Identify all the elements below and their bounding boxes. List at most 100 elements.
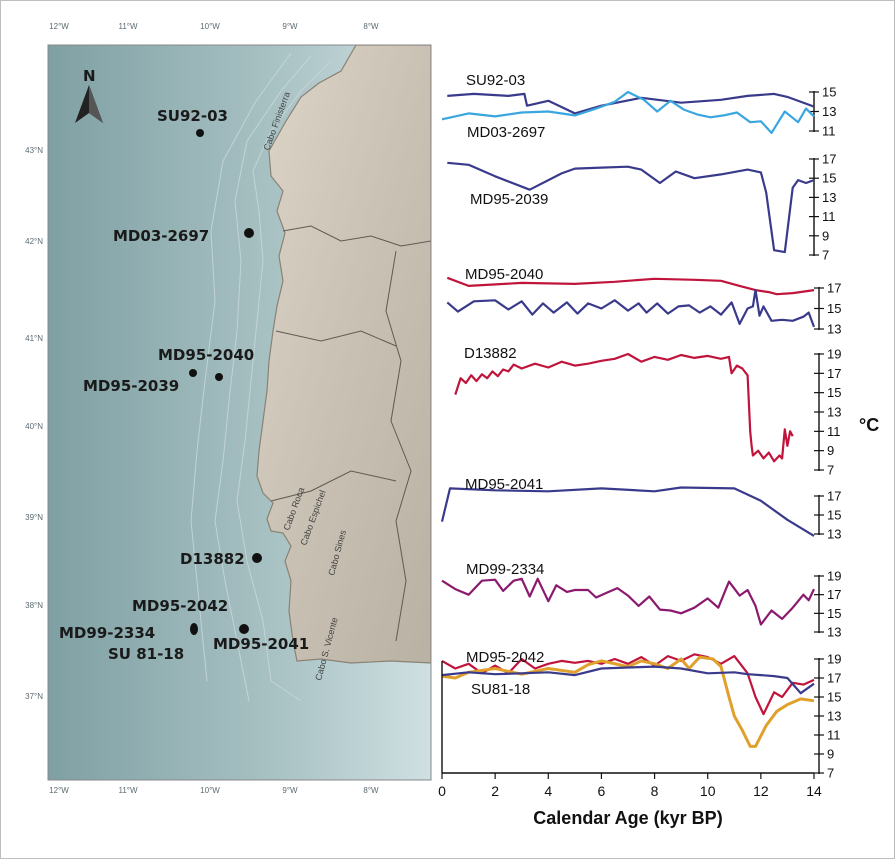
panel-md95-2040: 13 15 17 MD95-2040 xyxy=(446,266,841,337)
series-line xyxy=(454,352,794,463)
core-label: MD95-2039 xyxy=(470,191,548,208)
panel-md99-2334: 13 15 17 19 MD99-2334 xyxy=(441,561,841,640)
lon-label-top: 8°W xyxy=(363,22,379,31)
longitude-labels-top: 12°W 11°W 10°W 9°W 8°W xyxy=(49,22,379,31)
lon-label-top: 9°W xyxy=(282,22,298,31)
core-label: SU81-18 xyxy=(471,681,530,698)
site-label-d13882: D13882 xyxy=(180,550,245,568)
core-label: SU92-03 xyxy=(466,72,525,89)
site-marker xyxy=(252,553,262,563)
y-tick-label: 15 xyxy=(827,385,841,400)
y-tick-label: 17 xyxy=(822,152,836,167)
y-tick-label: 11 xyxy=(827,424,841,439)
y-tick-label: 15 xyxy=(827,690,841,705)
lat-label: 39°N xyxy=(25,513,43,522)
site-label-md95-2041: MD95-2041 xyxy=(213,635,309,653)
lon-label-bottom: 10°W xyxy=(200,786,220,795)
x-tick-label: 0 xyxy=(438,783,446,799)
y-tick-label: 15 xyxy=(827,508,841,523)
x-tick-label: 10 xyxy=(700,783,716,799)
x-tick-label: 14 xyxy=(806,783,822,799)
series-line xyxy=(447,161,815,254)
y-tick-label: 19 xyxy=(827,569,841,584)
x-tick-label: 6 xyxy=(598,783,606,799)
y-tick-label: 17 xyxy=(827,489,841,504)
y-tick-label: 11 xyxy=(822,124,836,139)
y-tick-label: 13 xyxy=(827,405,841,420)
site-label-su92-03: SU92-03 xyxy=(157,107,228,125)
y-tick-label: 9 xyxy=(827,747,834,762)
lat-label: 40°N xyxy=(25,422,43,431)
site-label-md95-2042: MD95-2042 xyxy=(132,597,228,615)
lon-label-bottom: 8°W xyxy=(363,786,379,795)
panel-md95-2042: 7 9 11 13 15 17 19 MD95-2042 SU81-18 xyxy=(441,649,841,781)
site-marker xyxy=(196,129,204,137)
site-label-su81-18: SU 81-18 xyxy=(108,645,184,663)
core-label: MD03-2697 xyxy=(467,124,545,141)
y-tick-label: 11 xyxy=(822,209,836,224)
lon-label-bottom: 11°W xyxy=(118,786,138,795)
y-tick-label: 9 xyxy=(827,443,834,458)
x-tick-label: 2 xyxy=(491,783,499,799)
lon-label-top: 11°W xyxy=(118,22,138,31)
y-tick-label: 15 xyxy=(822,85,836,100)
x-tick-label: 8 xyxy=(651,783,659,799)
lon-label-bottom: 9°W xyxy=(282,786,298,795)
y-tick-label: 17 xyxy=(827,281,841,296)
site-label-md03-2697: MD03-2697 xyxy=(113,227,209,245)
y-tick-label: 15 xyxy=(827,301,841,316)
lon-label-top: 10°W xyxy=(200,22,220,31)
y-tick-label: 19 xyxy=(827,347,841,362)
site-marker xyxy=(190,623,198,635)
panel-md95-2039: 7 9 11 13 15 17 MD95-2039 xyxy=(447,152,836,263)
y-tick-label: 7 xyxy=(827,463,834,478)
site-label-md95-2040: MD95-2040 xyxy=(158,346,254,364)
core-label: MD95-2040 xyxy=(465,266,543,283)
latitude-labels: 43°N 42°N 41°N 40°N 39°N 38°N 37°N xyxy=(25,146,43,701)
series-line xyxy=(441,655,815,748)
north-arrow-icon: N xyxy=(75,67,103,123)
bathymetry-contours xyxy=(190,52,332,702)
lat-label: 38°N xyxy=(25,601,43,610)
series-line xyxy=(441,577,815,626)
north-label: N xyxy=(83,67,96,85)
location-map: 12°W 11°W 10°W 9°W 8°W 12°W 11°W 10°W 9°W 8°W 43… xyxy=(25,22,432,795)
panel-d13882: 7 9 11 13 15 17 19 D13882 xyxy=(454,345,841,478)
temperature-chart: 11 13 15 SU92-03 MD03-2697 7 9 11 13 15 17 MD95-203… xyxy=(438,72,879,828)
y-tick-label: 7 xyxy=(822,248,829,263)
y-tick-label: 13 xyxy=(822,190,836,205)
x-axis-title: Calendar Age (kyr BP) xyxy=(533,808,722,828)
site-label-md99-2334: MD99-2334 xyxy=(59,624,155,642)
core-label: MD95-2042 xyxy=(466,649,544,666)
x-tick-label: 12 xyxy=(753,783,769,799)
site-marker xyxy=(189,369,197,377)
y-tick-label: 17 xyxy=(827,366,841,381)
lat-label: 43°N xyxy=(25,146,43,155)
x-axis: 0 2 4 6 8 10 12 14 xyxy=(438,661,822,799)
iberian-land xyxy=(256,45,431,664)
borders-and-rivers xyxy=(270,225,431,642)
series-line xyxy=(441,665,815,695)
y-tick-label: 15 xyxy=(822,171,836,186)
y-tick-label: 19 xyxy=(827,652,841,667)
lon-label-top: 12°W xyxy=(49,22,69,31)
lat-label: 42°N xyxy=(25,237,43,246)
site-marker xyxy=(244,228,254,238)
core-label: MD99-2334 xyxy=(466,561,544,578)
y-tick-label: 7 xyxy=(827,766,834,781)
y-tick-label: 13 xyxy=(827,709,841,724)
series-line xyxy=(441,90,815,134)
lon-label-bottom: 12°W xyxy=(49,786,69,795)
series-line xyxy=(440,486,815,537)
y-tick-label: 11 xyxy=(827,728,841,743)
core-label: MD95-2041 xyxy=(465,476,543,493)
core-sites: SU92-03 MD03-2697 MD95-2040 MD95-2039 D1… xyxy=(59,107,309,663)
lat-label: 37°N xyxy=(25,692,43,701)
panel-su92-03: 11 13 15 SU92-03 MD03-2697 xyxy=(441,72,836,141)
site-label-md95-2039: MD95-2039 xyxy=(83,377,179,395)
core-label: D13882 xyxy=(464,345,517,362)
series-line xyxy=(446,276,815,296)
y-tick-label: 9 xyxy=(822,228,829,243)
site-marker xyxy=(215,373,223,381)
